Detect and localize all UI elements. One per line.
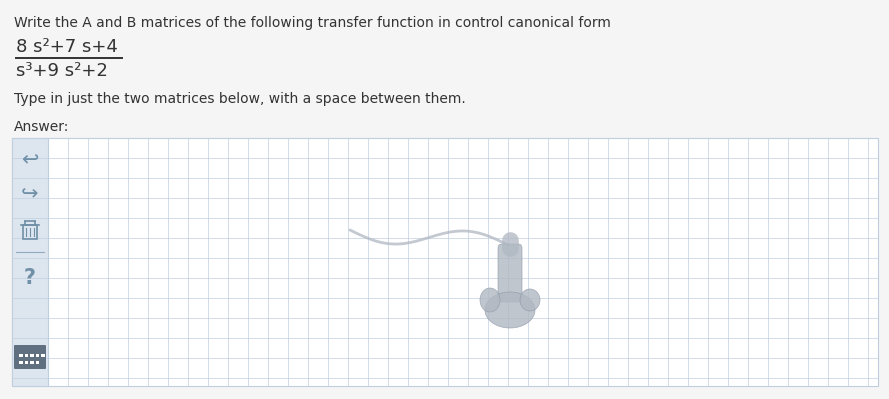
Ellipse shape: [520, 289, 540, 311]
Ellipse shape: [480, 288, 500, 312]
FancyBboxPatch shape: [30, 361, 34, 363]
FancyBboxPatch shape: [12, 138, 878, 386]
FancyBboxPatch shape: [25, 354, 28, 356]
FancyBboxPatch shape: [19, 361, 22, 363]
FancyBboxPatch shape: [14, 345, 46, 369]
Ellipse shape: [485, 292, 535, 328]
Text: ?: ?: [24, 268, 36, 288]
Text: 8 s²+7 s+4: 8 s²+7 s+4: [16, 38, 118, 56]
Text: ↩: ↩: [21, 150, 39, 170]
Text: Answer:: Answer:: [14, 120, 69, 134]
FancyBboxPatch shape: [36, 354, 39, 356]
FancyBboxPatch shape: [30, 354, 34, 356]
Text: Type in just the two matrices below, with a space between them.: Type in just the two matrices below, wit…: [14, 92, 466, 106]
FancyBboxPatch shape: [25, 361, 28, 363]
FancyBboxPatch shape: [36, 361, 39, 363]
FancyBboxPatch shape: [12, 138, 48, 386]
FancyBboxPatch shape: [41, 354, 44, 356]
FancyBboxPatch shape: [19, 354, 22, 356]
Text: ↪: ↪: [21, 184, 39, 204]
Text: Write the A and B matrices of the following transfer function in control canonic: Write the A and B matrices of the follow…: [14, 16, 611, 30]
Text: s³+9 s²+2: s³+9 s²+2: [16, 62, 108, 80]
FancyBboxPatch shape: [498, 244, 522, 302]
